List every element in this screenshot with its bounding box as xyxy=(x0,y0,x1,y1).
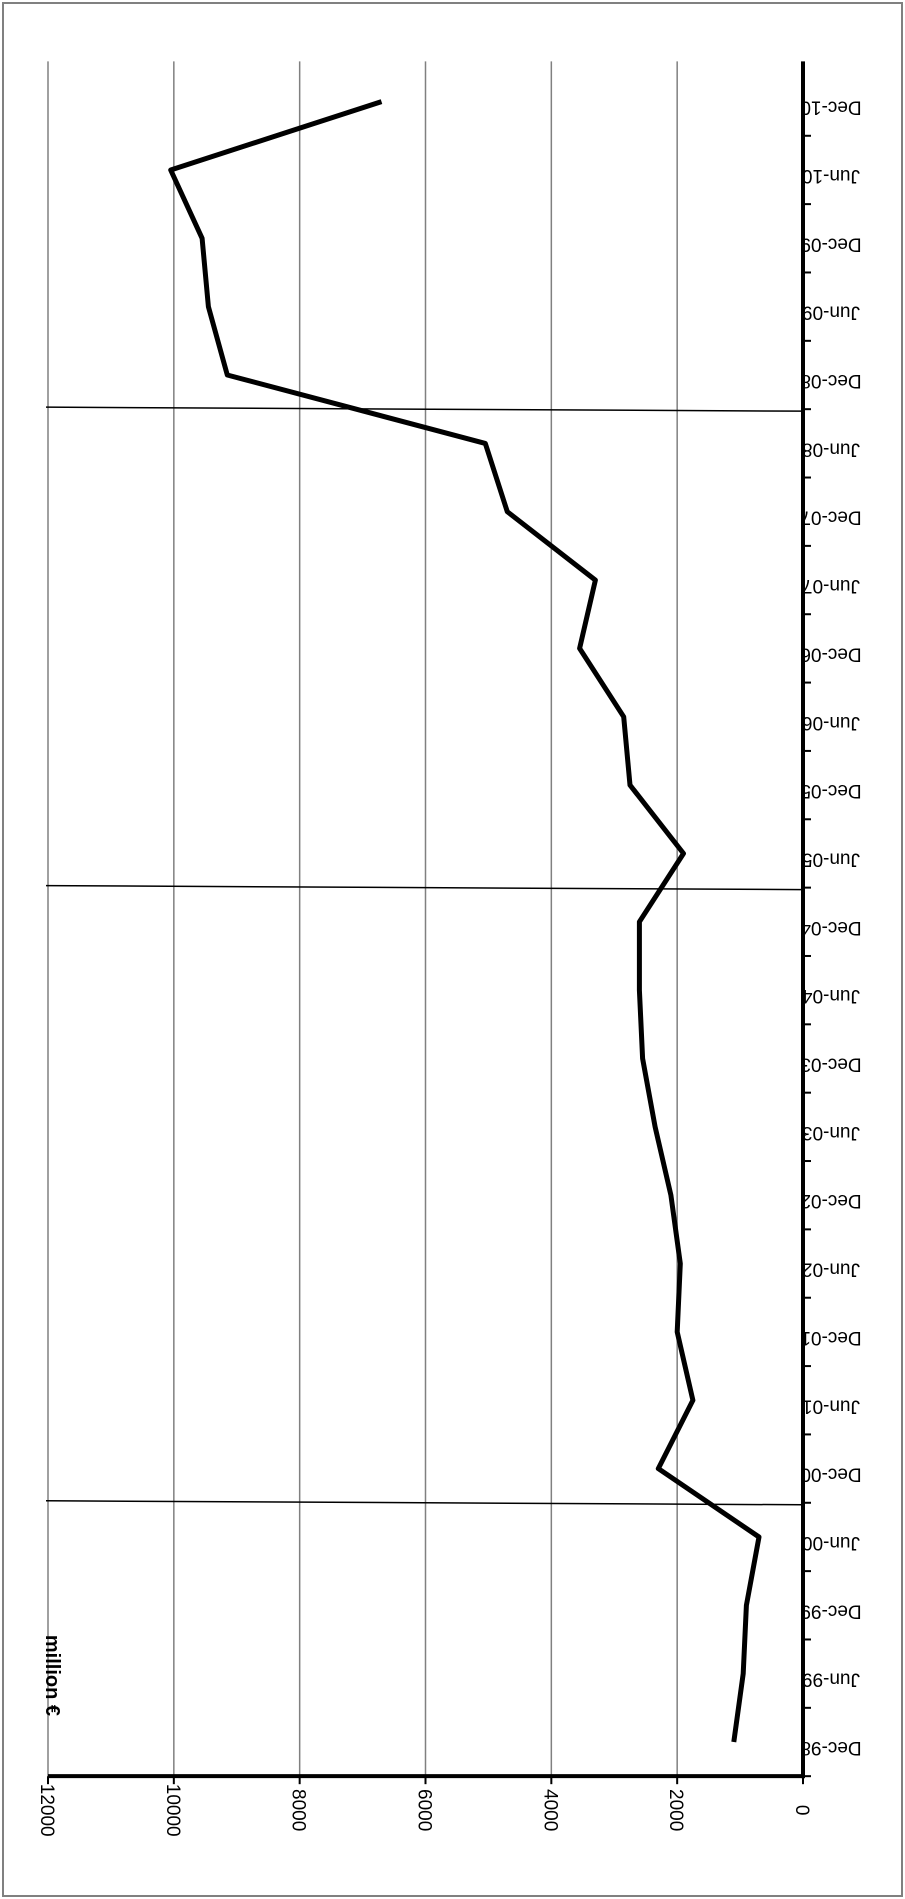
x-tick-label: Dec-05 xyxy=(800,780,861,801)
vertical-markers xyxy=(45,406,804,1506)
x-tick-label: Jun-04 xyxy=(802,985,861,1006)
y-tick-label: 12000 xyxy=(36,1784,57,1837)
x-tick-label: Dec-08 xyxy=(800,370,861,391)
gridlines xyxy=(47,61,678,1777)
x-tick-label: Jun-02 xyxy=(802,1259,860,1280)
y-tick-label: 10000 xyxy=(162,1784,183,1837)
x-tick-label: Dec-00 xyxy=(800,1464,861,1485)
x-tick-label: Jun-05 xyxy=(802,848,860,869)
y-axis-unit-label: million € xyxy=(41,1635,63,1716)
y-tick-label: 6000 xyxy=(414,1789,435,1831)
x-tick-label: Dec-06 xyxy=(800,643,861,664)
y-tick-label: 4000 xyxy=(539,1789,560,1831)
x-tick-label: Dec-04 xyxy=(800,917,862,938)
x-tick-labels: Dec-98 Jun-99 Dec-99 Jun-00 Dec-00 Jun-01 Dec-… xyxy=(800,97,862,1758)
x-tick-label: Jun-00 xyxy=(802,1532,860,1553)
x-tick-label: Dec-99 xyxy=(800,1600,861,1621)
x-tick-label: Jun-01 xyxy=(802,1395,860,1416)
x-tick-label: Dec-03 xyxy=(800,1054,861,1075)
x-tick-label: Jun-03 xyxy=(802,1122,860,1143)
series-line xyxy=(168,99,762,1743)
x-tick-label: Dec-07 xyxy=(800,507,861,528)
x-tick-label: Jun-08 xyxy=(802,438,860,459)
y-tick-label: 2000 xyxy=(665,1789,686,1831)
axes xyxy=(47,61,811,1785)
x-tick-label: Dec-98 xyxy=(800,1737,861,1758)
x-tick-label: Jun-06 xyxy=(802,712,860,733)
x-tick-label: Jun-07 xyxy=(802,575,860,596)
x-tick-label: Dec-09 xyxy=(800,233,861,254)
y-tick-label: 8000 xyxy=(288,1789,309,1831)
x-tick-label: Dec-01 xyxy=(800,1327,861,1348)
x-tick-label: Jun-09 xyxy=(802,302,860,323)
x-tick-label: Dec-10 xyxy=(800,97,861,118)
vertical-marker-line xyxy=(45,884,804,891)
series xyxy=(168,99,762,1743)
y-tick-label: 0 xyxy=(791,1805,812,1816)
vertical-marker-line xyxy=(45,406,804,412)
y-tick-labels: 0 2000 4000 6000 8000 10000 12000 xyxy=(36,1784,812,1837)
x-tick-label: Jun-10 xyxy=(802,165,860,186)
vertical-marker-line xyxy=(45,1500,804,1506)
x-tick-label: Jun-99 xyxy=(802,1669,860,1690)
x-tick-label: Dec-02 xyxy=(800,1190,861,1211)
